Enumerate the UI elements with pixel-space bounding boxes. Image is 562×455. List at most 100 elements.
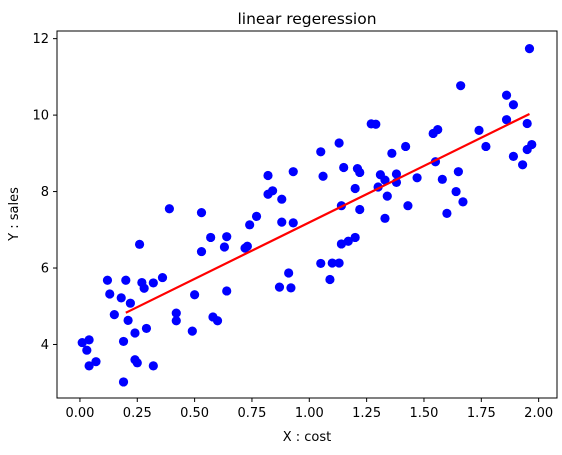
- data-point: [134, 239, 145, 249]
- data-point: [84, 335, 94, 345]
- data-point: [171, 316, 181, 326]
- data-point: [325, 274, 335, 285]
- data-point: [391, 169, 402, 179]
- data-point: [171, 308, 181, 318]
- data-point: [380, 213, 390, 223]
- data-point: [355, 167, 365, 178]
- data-point: [125, 298, 135, 308]
- data-point: [164, 204, 174, 214]
- x-tick-label: 1.25: [352, 406, 381, 421]
- data-point: [109, 310, 119, 320]
- data-point: [157, 272, 168, 283]
- data-point: [318, 171, 328, 181]
- data-point: [222, 232, 232, 242]
- data-point: [288, 218, 298, 228]
- data-point: [286, 283, 296, 293]
- x-tick-label: 2.00: [524, 406, 553, 421]
- data-point: [442, 208, 452, 218]
- data-point: [284, 268, 294, 278]
- data-point: [334, 258, 344, 268]
- data-point: [263, 170, 273, 181]
- data-point: [453, 167, 463, 177]
- data-point: [343, 236, 353, 246]
- y-tick-label: 10: [32, 109, 49, 124]
- data-point: [118, 377, 129, 387]
- plot-frame: [56, 30, 558, 399]
- x-axis-label: X : cost: [283, 430, 332, 445]
- data-point: [380, 175, 390, 185]
- data-point: [334, 138, 344, 148]
- data-point: [437, 174, 447, 184]
- data-point: [458, 197, 468, 207]
- x-tick-label: 0.75: [237, 406, 266, 421]
- y-axis-label: Y : sales: [7, 187, 22, 242]
- y-tick-label: 6: [41, 262, 49, 277]
- data-point: [118, 336, 129, 347]
- data-point: [196, 207, 207, 218]
- data-point: [508, 100, 519, 110]
- data-point: [102, 275, 113, 285]
- y-axis: 4 6 8 10 12: [32, 32, 57, 353]
- data-point: [187, 326, 197, 336]
- data-point: [196, 246, 207, 257]
- data-point: [527, 139, 537, 150]
- data-point: [387, 148, 397, 158]
- regression-line: [125, 112, 530, 314]
- x-tick-label: 1.50: [409, 406, 438, 421]
- data-point: [84, 361, 94, 371]
- chart-title: linear regeression: [237, 10, 376, 28]
- data-point: [474, 125, 484, 135]
- data-point: [141, 323, 152, 334]
- data-point: [524, 43, 535, 54]
- x-tick-label: 0.25: [123, 406, 152, 421]
- data-point: [481, 141, 491, 152]
- data-point: [382, 191, 392, 201]
- data-point: [212, 316, 223, 326]
- data-point: [274, 282, 285, 292]
- data-point: [251, 211, 262, 222]
- data-point: [355, 204, 365, 215]
- data-point: [403, 201, 413, 211]
- x-tick-label: 1.00: [295, 406, 324, 421]
- data-point: [130, 328, 140, 338]
- data-point: [116, 293, 126, 303]
- data-point: [501, 90, 512, 100]
- data-point: [148, 278, 158, 288]
- data-point: [242, 241, 252, 251]
- data-point: [522, 118, 532, 129]
- data-point: [277, 217, 287, 227]
- data-point: [508, 151, 519, 161]
- data-point: [277, 194, 287, 204]
- data-point: [288, 167, 298, 177]
- data-point: [139, 283, 149, 293]
- data-point: [132, 358, 142, 368]
- y-tick-label: 4: [41, 338, 49, 353]
- data-point: [327, 258, 337, 268]
- data-point: [245, 220, 255, 230]
- y-tick-label: 8: [41, 185, 49, 200]
- data-point: [91, 357, 101, 367]
- data-point: [82, 345, 92, 355]
- data-point: [501, 115, 512, 125]
- data-point: [451, 186, 461, 197]
- x-tick-label: 0.50: [180, 406, 209, 421]
- data-point: [339, 162, 349, 173]
- data-point: [222, 286, 232, 296]
- data-point: [316, 258, 326, 269]
- x-tick-label: 0.00: [65, 406, 94, 421]
- data-point: [121, 275, 131, 285]
- data-point: [148, 361, 158, 371]
- data-point: [219, 242, 230, 252]
- data-point: [401, 141, 411, 152]
- data-point: [350, 232, 360, 243]
- x-tick-label: 1.75: [467, 406, 496, 421]
- plot-area: [77, 43, 537, 387]
- data-point: [105, 289, 115, 299]
- data-point: [518, 160, 528, 170]
- data-point: [316, 147, 326, 157]
- data-point: [456, 81, 466, 91]
- y-tick-label: 12: [32, 32, 49, 47]
- data-point: [433, 125, 443, 135]
- data-point: [371, 119, 381, 129]
